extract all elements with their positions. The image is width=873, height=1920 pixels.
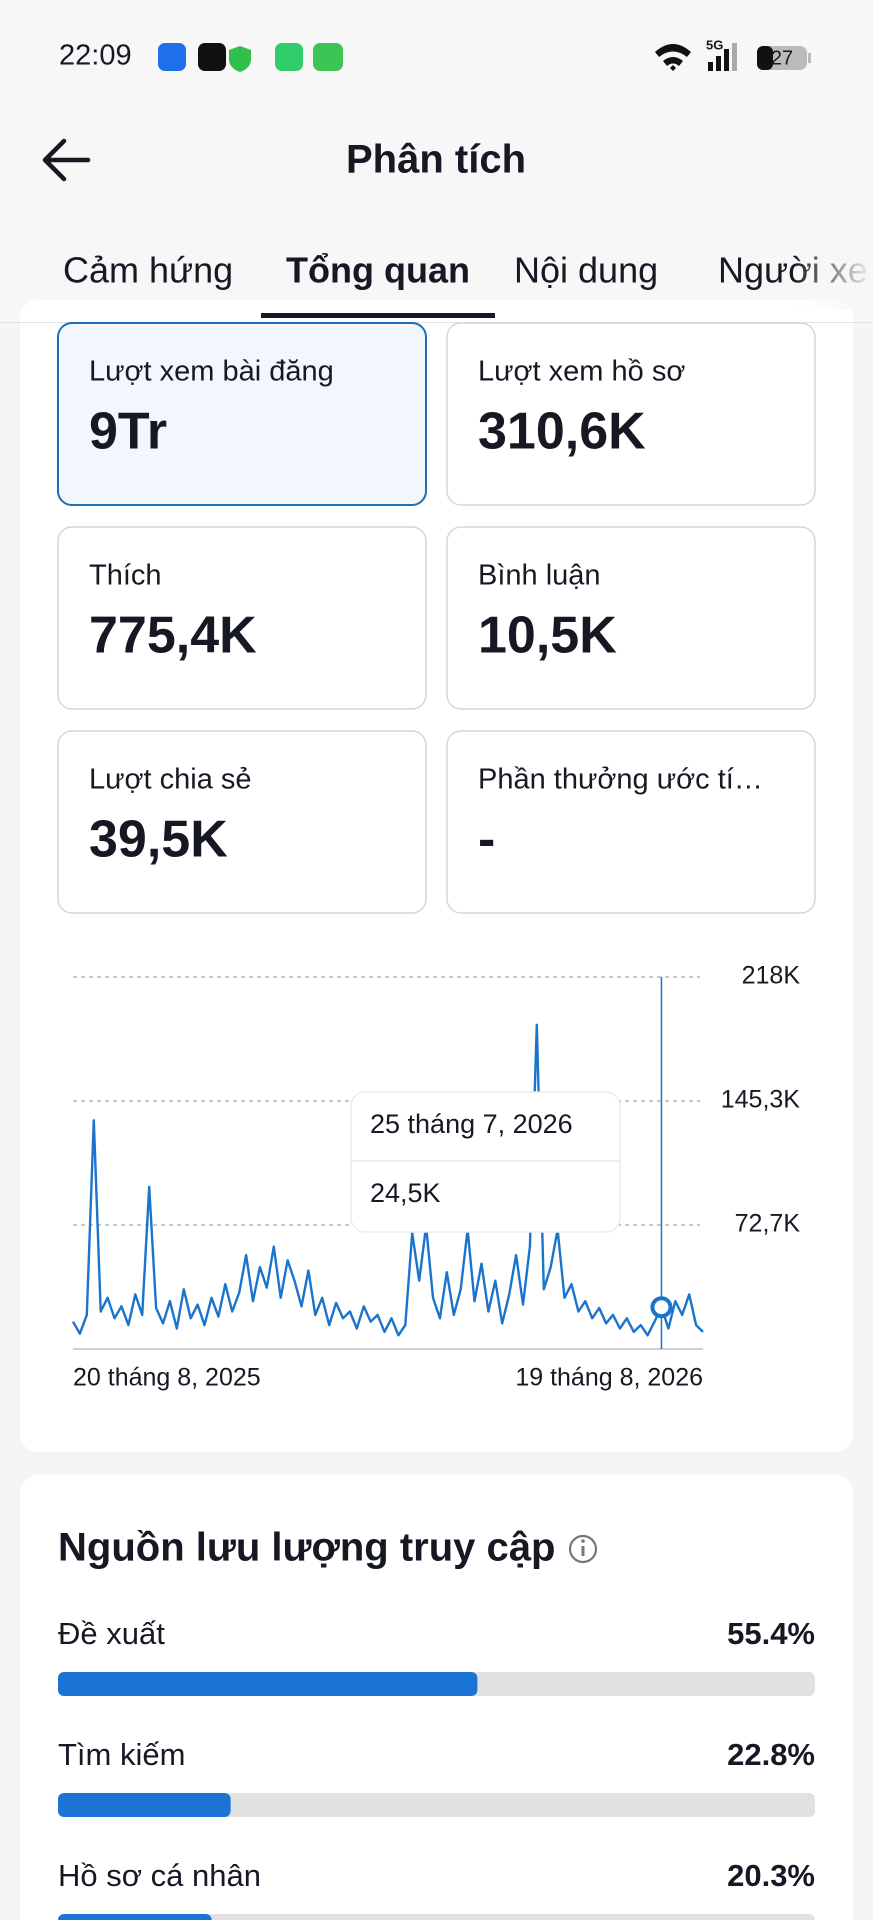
progress-bar <box>58 1793 231 1817</box>
y-tick-label: 145,3K <box>721 1086 801 1114</box>
highlight-point <box>650 1296 673 1319</box>
battery-level <box>757 46 773 70</box>
metric-card[interactable] <box>57 322 427 506</box>
tab[interactable]: Tổng quan <box>286 250 470 291</box>
tab-divider <box>0 322 873 323</box>
metric-card[interactable] <box>446 322 816 506</box>
metric-value: 10,5K <box>478 607 617 665</box>
app-icon <box>275 43 303 71</box>
info-icon[interactable] <box>568 1534 598 1564</box>
app-icon <box>198 43 226 71</box>
x-tick-label: 19 tháng 8, 2026 <box>515 1364 703 1392</box>
metric-card[interactable] <box>57 730 427 914</box>
metric-value: 775,4K <box>89 607 257 665</box>
progress-bar <box>58 1672 478 1696</box>
metric-card[interactable] <box>446 730 816 914</box>
line-series <box>71 1023 704 1337</box>
app-icon <box>313 43 343 71</box>
progress-bar <box>58 1914 212 1920</box>
back-button[interactable] <box>42 138 91 182</box>
signal-icon <box>708 43 737 71</box>
y-tick-label: 72,7K <box>735 1210 801 1238</box>
tooltip <box>350 1091 621 1233</box>
source-value: 20.3% <box>727 1858 815 1893</box>
metric-label: Lượt xem hồ sơ <box>478 356 685 388</box>
progress-track <box>58 1914 815 1920</box>
metric-label: Thích <box>89 560 162 592</box>
x-tick-label: 20 tháng 8, 2025 <box>73 1364 261 1392</box>
tab[interactable]: Nội dung <box>514 250 658 291</box>
page-title: Phân tích <box>346 138 526 182</box>
metric-value: 9Tr <box>89 403 167 461</box>
metric-value: 39,5K <box>89 811 228 869</box>
info-icon-dot <box>581 1539 585 1543</box>
tab[interactable]: Cảm hứng <box>63 250 233 291</box>
source-value: 55.4% <box>727 1616 815 1651</box>
source-value: 22.8% <box>727 1737 815 1772</box>
tooltip-date: 25 tháng 7, 2026 <box>370 1109 573 1139</box>
metric-label: Lượt chia sẻ <box>89 764 252 796</box>
source-name: Hồ sơ cá nhân <box>58 1858 261 1893</box>
tab-underline <box>261 313 495 318</box>
battery-text: 27 <box>771 47 793 69</box>
metric-label: Phần thưởng ước tí… <box>478 764 763 796</box>
info-icon-stem <box>581 1546 585 1556</box>
y-tick-label: 218K <box>742 962 801 990</box>
metric-label: Bình luận <box>478 560 601 592</box>
wifi-icon <box>655 44 691 71</box>
progress-track <box>58 1793 815 1817</box>
tab-fade <box>793 240 873 310</box>
metric-value: - <box>478 811 495 869</box>
tooltip-value: 24,5K <box>370 1178 441 1208</box>
source-name: Đề xuất <box>58 1616 165 1651</box>
metric-card[interactable] <box>57 526 427 710</box>
status-time: 22:09 <box>59 40 132 72</box>
app-icon <box>158 43 186 71</box>
network-label: 5G <box>706 37 723 52</box>
metric-card[interactable] <box>446 526 816 710</box>
section-title: Nguồn lưu lượng truy cập <box>58 1526 555 1570</box>
battery-tip <box>808 53 811 63</box>
app-icon <box>229 46 251 72</box>
metric-label: Lượt xem bài đăng <box>89 356 334 388</box>
source-name: Tìm kiếm <box>58 1737 185 1772</box>
metric-value: 310,6K <box>478 403 646 461</box>
